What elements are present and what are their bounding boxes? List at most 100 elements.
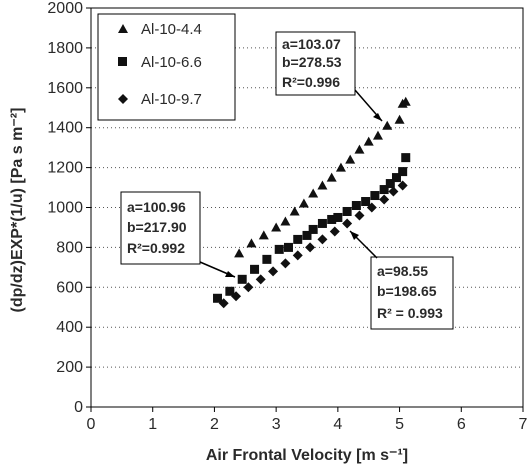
legend-label-2: Al-10-6.6 (141, 54, 202, 71)
data-point-triangle (400, 96, 411, 106)
data-point-triangle (345, 154, 356, 164)
data-point-diamond (305, 242, 316, 253)
data-point-triangle (271, 222, 282, 232)
x-tick-label: 5 (395, 416, 404, 433)
data-point-square (342, 206, 352, 216)
legend-marker-triangle (118, 24, 128, 33)
annotation-2-line-3: R²=0.992 (127, 240, 185, 256)
data-point-diamond (397, 180, 408, 191)
y-tick-label: 600 (56, 279, 83, 296)
legend-label-3: Al-10-9.7 (141, 91, 202, 108)
data-point-square (361, 197, 371, 207)
annotation-box-3: a=98.55 b=198.65 R² = 0.993 (370, 256, 454, 330)
data-point-triangle (234, 248, 245, 258)
data-point-square (391, 173, 401, 183)
annotation-3-arrowhead (350, 231, 359, 240)
data-point-square (274, 244, 284, 254)
data-point-triangle (382, 120, 393, 130)
data-point-square (401, 153, 411, 163)
data-point-square (213, 293, 223, 303)
annotation-1-line-1: a=103.07 (282, 36, 341, 52)
x-axis-title: Air Frontal Velocity [m s⁻¹] (206, 447, 408, 464)
y-tick-label: 400 (56, 319, 83, 336)
data-point-diamond (366, 202, 377, 213)
legend-marker-square (118, 57, 127, 66)
data-point-diamond (342, 218, 353, 229)
data-point-triangle (372, 130, 383, 140)
data-point-diamond (388, 186, 399, 197)
data-point-diamond (329, 226, 340, 237)
x-tick-label: 2 (210, 416, 219, 433)
data-point-square (237, 274, 247, 284)
data-point-square (351, 201, 361, 211)
data-point-square (379, 185, 389, 195)
annotation-3-line-1: a=98.55 (377, 263, 428, 279)
annotation-box-2: a=100.96 b=217.90 R²=0.992 (120, 191, 201, 265)
data-point-triangle (258, 230, 269, 240)
data-point-triangle (354, 144, 365, 154)
x-tick-label: 7 (519, 416, 528, 433)
x-tick-label: 0 (87, 416, 96, 433)
data-point-square (370, 191, 380, 201)
legend: Al-10-4.4 Al-10-6.6 Al-10-9.7 (97, 13, 236, 121)
data-point-diamond (218, 298, 229, 309)
y-tick-label: 1000 (47, 200, 83, 217)
y-tick-label: 1400 (47, 120, 83, 137)
data-point-square (225, 286, 235, 296)
data-point-triangle (326, 172, 337, 182)
annotation-3-line-2: b=198.65 (377, 283, 437, 299)
annotation-1-line-3: R²=0.996 (282, 74, 340, 90)
data-point-diamond (317, 234, 328, 245)
x-tick-label: 3 (272, 416, 281, 433)
annotation-1-line-2: b=278.53 (282, 54, 342, 70)
data-point-square (333, 212, 343, 222)
data-point-triangle (363, 136, 374, 146)
data-point-diamond (354, 210, 365, 221)
y-tick-label: 1200 (47, 160, 83, 177)
y-tick-label: 0 (74, 399, 83, 416)
data-point-square (283, 242, 293, 252)
y-tick-label: 2000 (47, 0, 83, 17)
annotation-2-arrowhead (225, 271, 235, 277)
data-point-triangle (280, 216, 291, 226)
data-point-diamond (268, 266, 279, 277)
data-point-triangle (246, 238, 257, 248)
x-tick-label: 6 (457, 416, 466, 433)
y-tick-label: 800 (56, 239, 83, 256)
y-tick-label: 200 (56, 359, 83, 376)
data-point-square (262, 254, 272, 264)
data-point-square (385, 179, 395, 189)
data-point-diamond (255, 274, 266, 285)
data-point-diamond (280, 258, 291, 269)
y-axis-title: (dp/dz)EXP*(1/u) [Pa s m⁻²] (9, 108, 26, 313)
legend-label-1: Al-10-4.4 (141, 21, 202, 38)
data-point-triangle (289, 206, 300, 216)
annotation-2-line-2: b=217.90 (127, 219, 187, 235)
data-point-diamond (231, 291, 242, 302)
data-points (213, 96, 411, 309)
data-point-square (308, 224, 318, 234)
axis-ticks: 0 200 400 600 800 1000 1200 1400 1600 1800 2000 0 1 2… (47, 0, 527, 433)
data-point-square (250, 264, 260, 274)
data-point-square (302, 230, 312, 240)
annotation-3-line-3: R² = 0.993 (377, 305, 443, 321)
data-point-triangle (394, 114, 405, 124)
data-point-square (398, 167, 408, 177)
data-point-triangle (308, 188, 319, 198)
data-point-square (293, 234, 303, 244)
data-point-diamond (379, 194, 390, 205)
data-point-diamond (292, 250, 303, 261)
legend-marker-diamond (118, 94, 128, 104)
data-point-square (327, 214, 337, 224)
x-tick-label: 4 (333, 416, 342, 433)
data-point-triangle (335, 162, 346, 172)
y-tick-label: 1600 (47, 80, 83, 97)
data-point-diamond (243, 282, 254, 293)
annotation-box-1: a=103.07 b=278.53 R²=0.996 (275, 31, 356, 96)
x-tick-label: 1 (148, 416, 157, 433)
data-point-triangle (298, 198, 309, 208)
y-tick-label: 1800 (47, 40, 83, 57)
annotation-2-line-1: a=100.96 (127, 199, 186, 215)
data-point-square (317, 218, 327, 228)
